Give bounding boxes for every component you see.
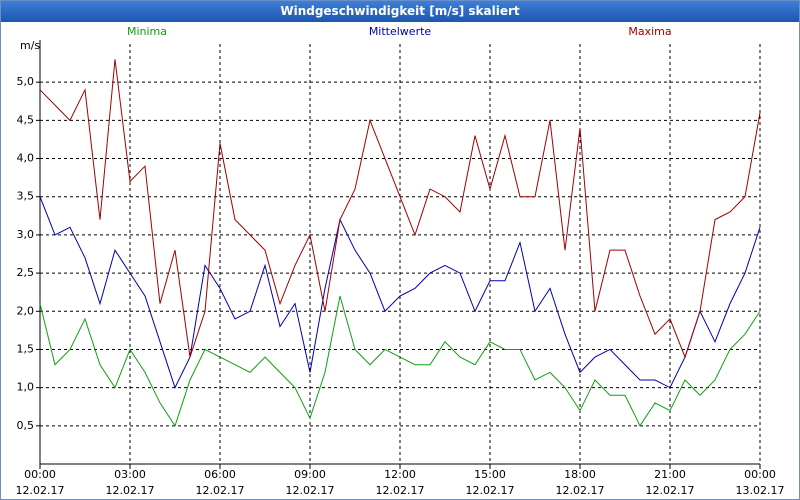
x-tick-date: 12.02.17 <box>106 484 155 497</box>
data-line <box>39 196 761 389</box>
y-tick-label: 2,0 <box>17 304 35 317</box>
x-tick-date: 12.02.17 <box>376 484 425 497</box>
y-tick-label: 4,5 <box>17 113 35 126</box>
data-line <box>39 59 761 359</box>
x-tick-label: 03:00 <box>114 468 146 481</box>
legend-entry: Minima <box>127 25 167 38</box>
legend-entry: Maxima <box>628 25 671 38</box>
x-tick-date: 12.02.17 <box>646 484 695 497</box>
x-tick-date: 12.02.17 <box>466 484 515 497</box>
x-tick-date: 13.02.17 <box>736 484 785 497</box>
x-tick-label: 21:00 <box>654 468 686 481</box>
x-tick-label: 12:00 <box>384 468 416 481</box>
data-line <box>39 295 761 427</box>
x-tick-label: 15:00 <box>474 468 506 481</box>
y-tick-label: 1,5 <box>17 342 35 355</box>
window-title: Windgeschwindigkeit [m/s] skaliert <box>1 1 799 22</box>
x-tick-label: 00:00 <box>744 468 776 481</box>
y-tick-label: 0,5 <box>17 419 35 432</box>
y-tick-label: 3,5 <box>17 190 35 203</box>
x-tick-date: 12.02.17 <box>556 484 605 497</box>
y-tick-label: 1,0 <box>17 381 35 394</box>
legend-entry: Mittelwerte <box>369 25 432 38</box>
y-tick-label: 3,0 <box>17 228 35 241</box>
y-tick-label: 5,0 <box>17 75 35 88</box>
x-tick-label: 09:00 <box>294 468 326 481</box>
x-tick-date: 12.02.17 <box>196 484 245 497</box>
y-tick-label: 4,0 <box>17 152 35 165</box>
x-tick-label: 18:00 <box>564 468 596 481</box>
x-tick-date: 12.02.17 <box>286 484 335 497</box>
x-tick-label: 06:00 <box>204 468 236 481</box>
x-tick-label: 00:00 <box>24 468 56 481</box>
x-tick-date: 12.02.17 <box>16 484 65 497</box>
y-axis-label: m/s <box>20 39 40 52</box>
y-tick-label: 2,5 <box>17 266 35 279</box>
